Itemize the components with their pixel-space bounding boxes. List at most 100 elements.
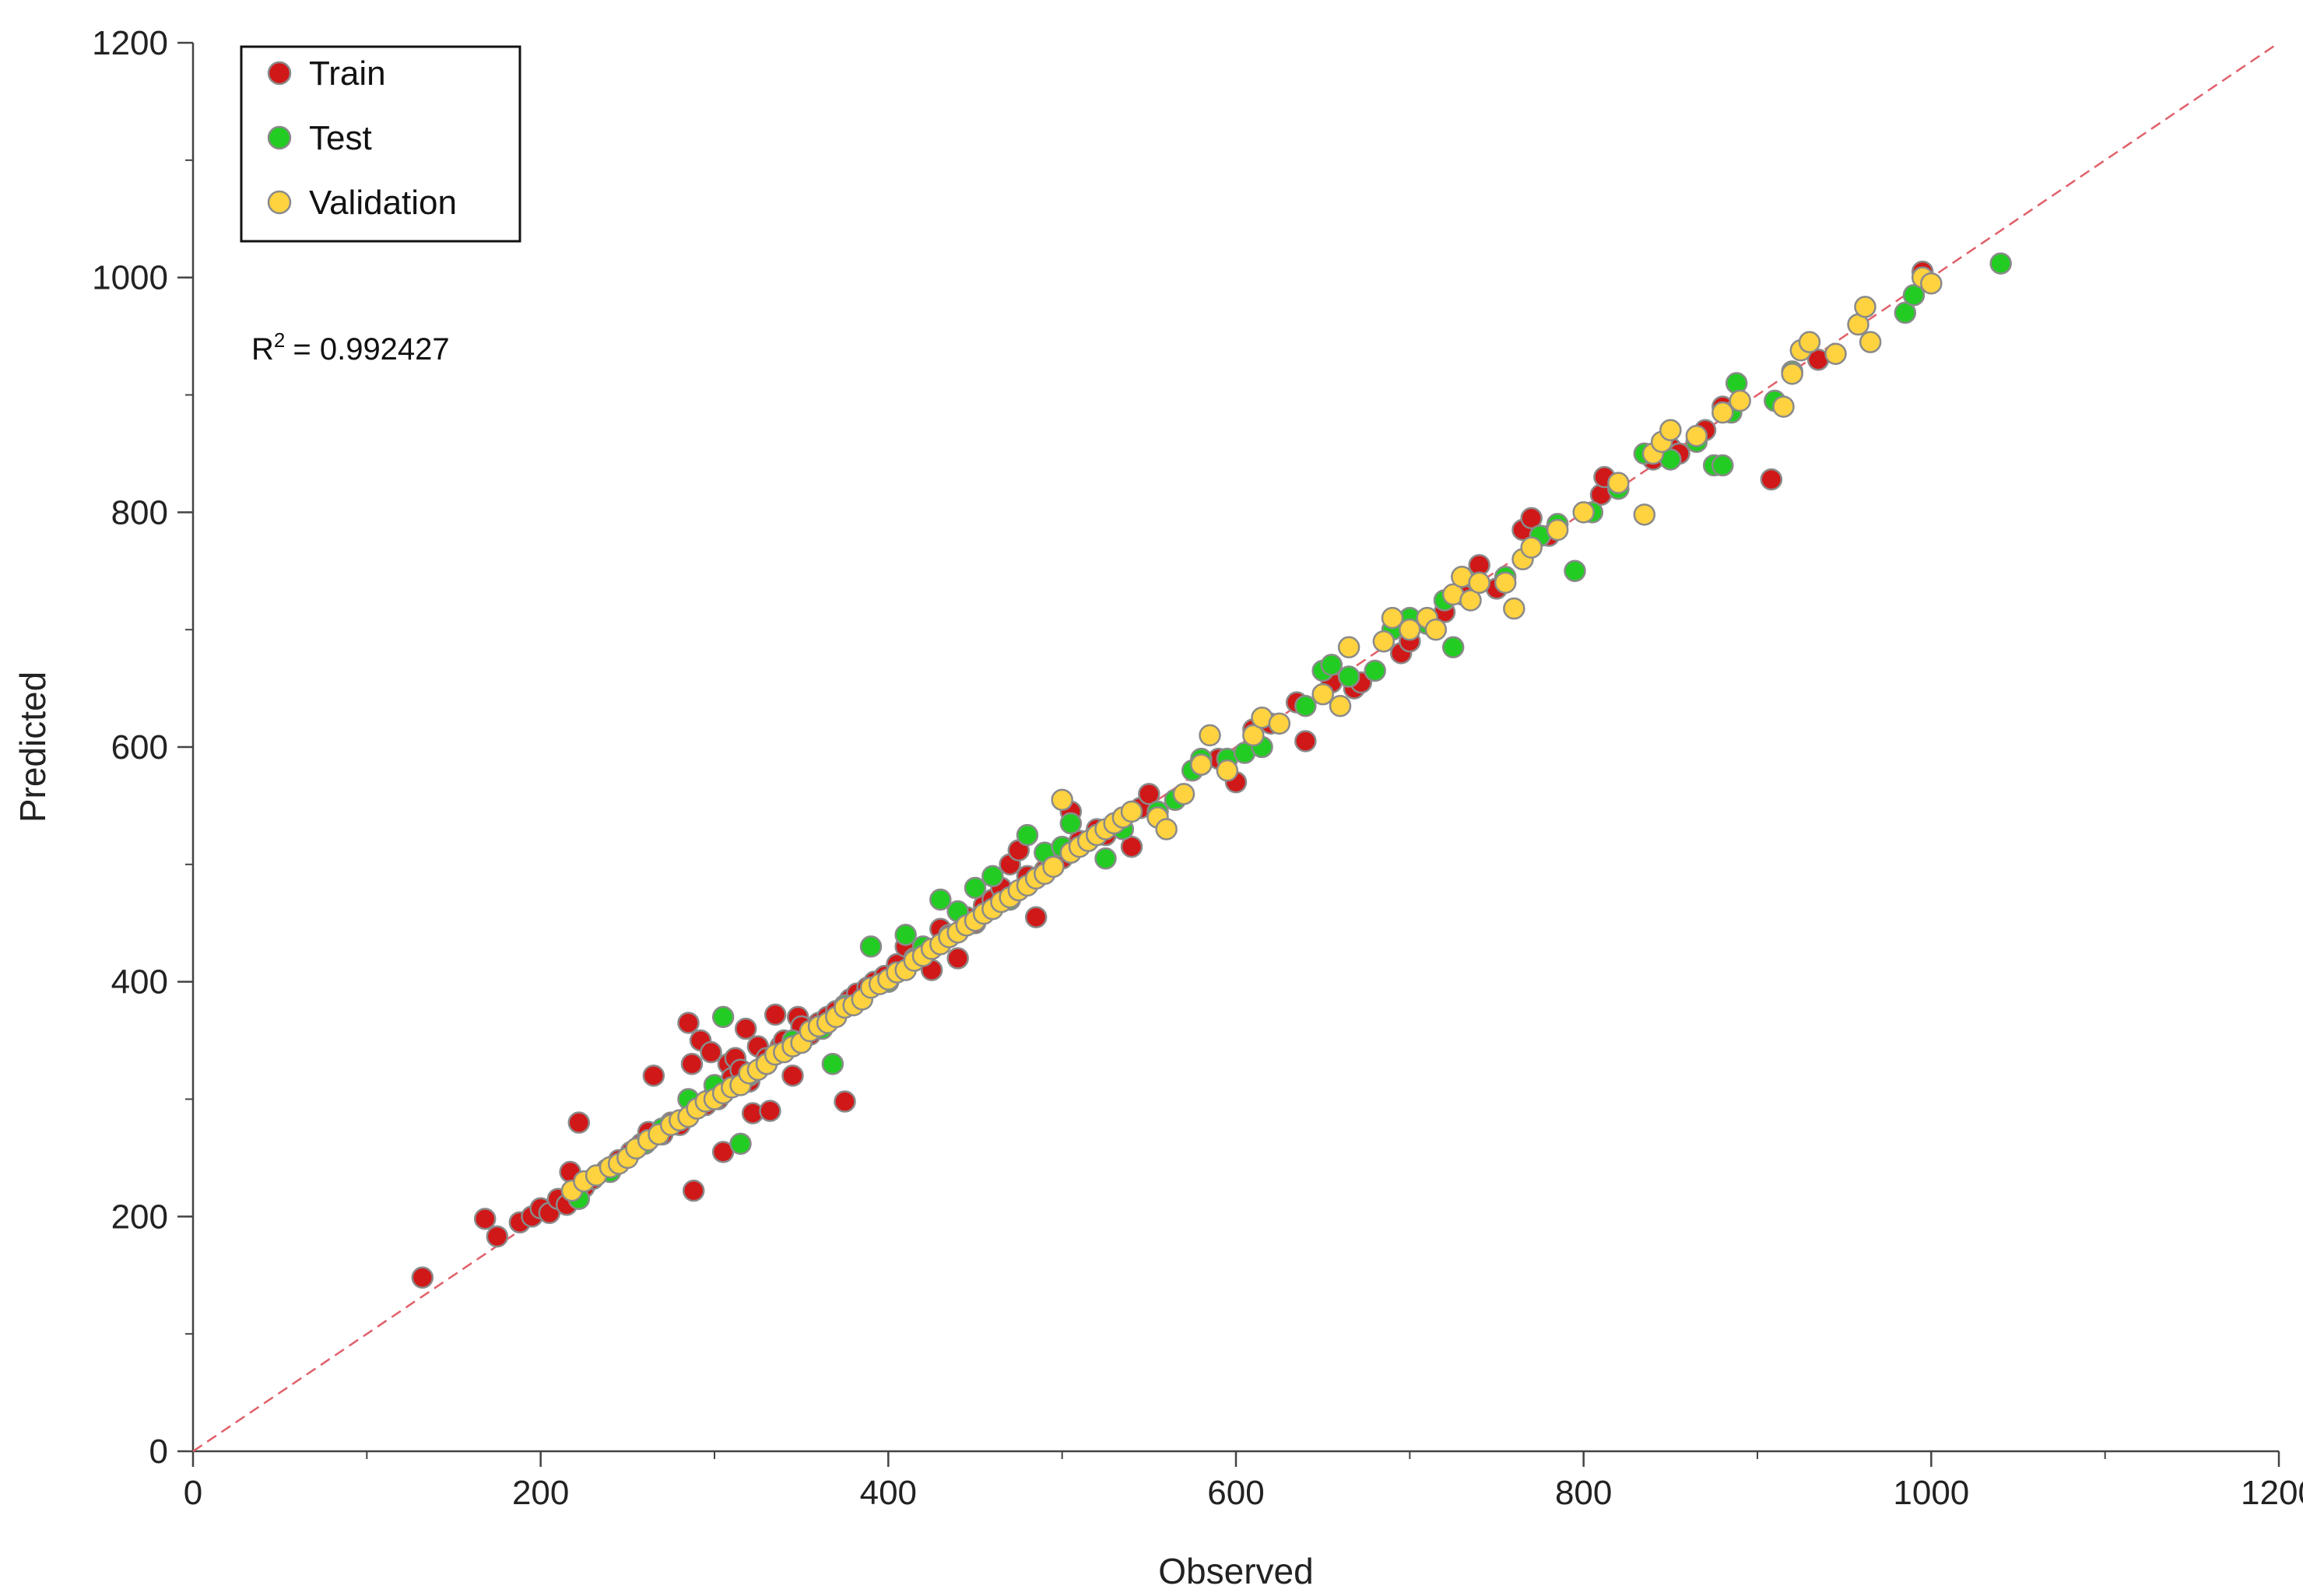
point-validation	[1042, 855, 1065, 879]
point-test	[1902, 284, 1926, 307]
point-test	[859, 935, 883, 958]
legend-label-test: Test	[309, 119, 372, 157]
x-tick-label: 200	[512, 1474, 569, 1512]
point-validation	[1372, 630, 1395, 653]
point-validation	[1824, 342, 1847, 365]
point-train	[834, 1090, 856, 1113]
point-validation	[1199, 724, 1221, 747]
point-test	[1059, 812, 1083, 835]
point-validation	[1546, 518, 1569, 542]
y-tick-label: 600	[111, 728, 168, 766]
point-test	[711, 1005, 735, 1029]
point-train	[781, 1065, 804, 1087]
point-validation	[1781, 363, 1803, 385]
r-squared-text: R2 = 0.992427	[251, 328, 450, 367]
series-test	[567, 252, 2012, 1210]
point-test	[981, 865, 1004, 888]
point-validation	[1607, 472, 1630, 494]
legend-marker-test	[267, 125, 292, 150]
point-train	[411, 1266, 434, 1289]
point-validation	[1155, 818, 1178, 840]
point-test	[1989, 252, 2012, 275]
point-validation	[1798, 331, 1821, 353]
data-points	[411, 252, 2012, 1289]
point-train	[1024, 906, 1048, 928]
x-tick-label: 1200	[2241, 1474, 2303, 1512]
point-validation	[1520, 536, 1543, 559]
point-train	[734, 1017, 757, 1040]
x-tick-label: 400	[860, 1474, 917, 1512]
point-train	[642, 1065, 665, 1087]
point-test	[964, 876, 987, 900]
point-train	[1294, 730, 1317, 752]
point-test	[1016, 823, 1039, 847]
point-train	[567, 1111, 591, 1134]
point-test	[1294, 694, 1317, 717]
point-test	[1894, 301, 1917, 324]
point-validation	[1424, 618, 1448, 641]
point-validation	[1854, 296, 1876, 318]
r-squared-annotation: R2 = 0.992427	[251, 328, 450, 367]
point-train	[1120, 835, 1143, 858]
point-validation	[1311, 682, 1334, 706]
point-validation	[1572, 501, 1595, 524]
point-validation	[1503, 597, 1525, 620]
point-validation	[1381, 606, 1404, 630]
point-train	[680, 1053, 704, 1075]
point-validation	[1337, 636, 1360, 659]
legend: Train Test Validation	[240, 45, 521, 243]
point-train	[677, 1012, 700, 1034]
y-tick-label: 200	[111, 1198, 168, 1236]
x-tick-label: 600	[1207, 1474, 1264, 1512]
point-validation	[1685, 425, 1708, 447]
point-train	[1138, 783, 1160, 805]
point-validation	[1633, 503, 1656, 526]
point-validation	[1859, 331, 1882, 353]
point-validation	[1051, 788, 1073, 812]
point-validation	[1772, 395, 1795, 418]
y-tick-label: 0	[149, 1433, 168, 1471]
point-validation	[1459, 589, 1482, 612]
x-tick-label: 800	[1555, 1474, 1612, 1512]
point-validation	[1329, 694, 1352, 717]
point-test	[1094, 847, 1117, 870]
point-train	[473, 1208, 497, 1230]
point-validation	[1659, 419, 1682, 441]
point-train	[1520, 507, 1543, 530]
x-axis-title: Observed	[1158, 1551, 1313, 1591]
point-validation	[1711, 401, 1734, 424]
point-test	[1564, 559, 1586, 582]
point-train	[759, 1100, 781, 1122]
y-axis-title: Predicted	[12, 672, 53, 823]
point-test	[1711, 454, 1734, 477]
point-test	[1441, 636, 1465, 659]
point-test	[1337, 665, 1360, 688]
point-train	[946, 947, 969, 970]
x-tick-label: 0	[184, 1474, 202, 1512]
point-validation	[1172, 783, 1195, 805]
point-test	[729, 1132, 752, 1156]
point-validation	[1920, 272, 1943, 295]
point-train	[682, 1179, 705, 1202]
x-tick-label: 1000	[1893, 1474, 1969, 1512]
point-validation	[1468, 571, 1490, 595]
point-validation	[1242, 724, 1265, 747]
point-test	[1320, 654, 1343, 676]
series-validation	[560, 266, 1943, 1202]
point-test	[1364, 659, 1386, 682]
point-train	[486, 1225, 509, 1248]
point-test	[821, 1053, 844, 1075]
point-train	[700, 1040, 722, 1064]
point-train	[1760, 468, 1783, 491]
point-validation	[1494, 571, 1517, 595]
point-validation	[1216, 759, 1239, 782]
point-train	[764, 1003, 787, 1026]
y-tick-label: 800	[111, 493, 168, 531]
point-test	[894, 924, 917, 946]
y-tick-label: 1000	[92, 259, 168, 297]
legend-marker-train	[267, 61, 292, 86]
point-validation	[1268, 712, 1291, 735]
y-tick-label: 1200	[92, 24, 168, 62]
point-test	[929, 888, 952, 911]
